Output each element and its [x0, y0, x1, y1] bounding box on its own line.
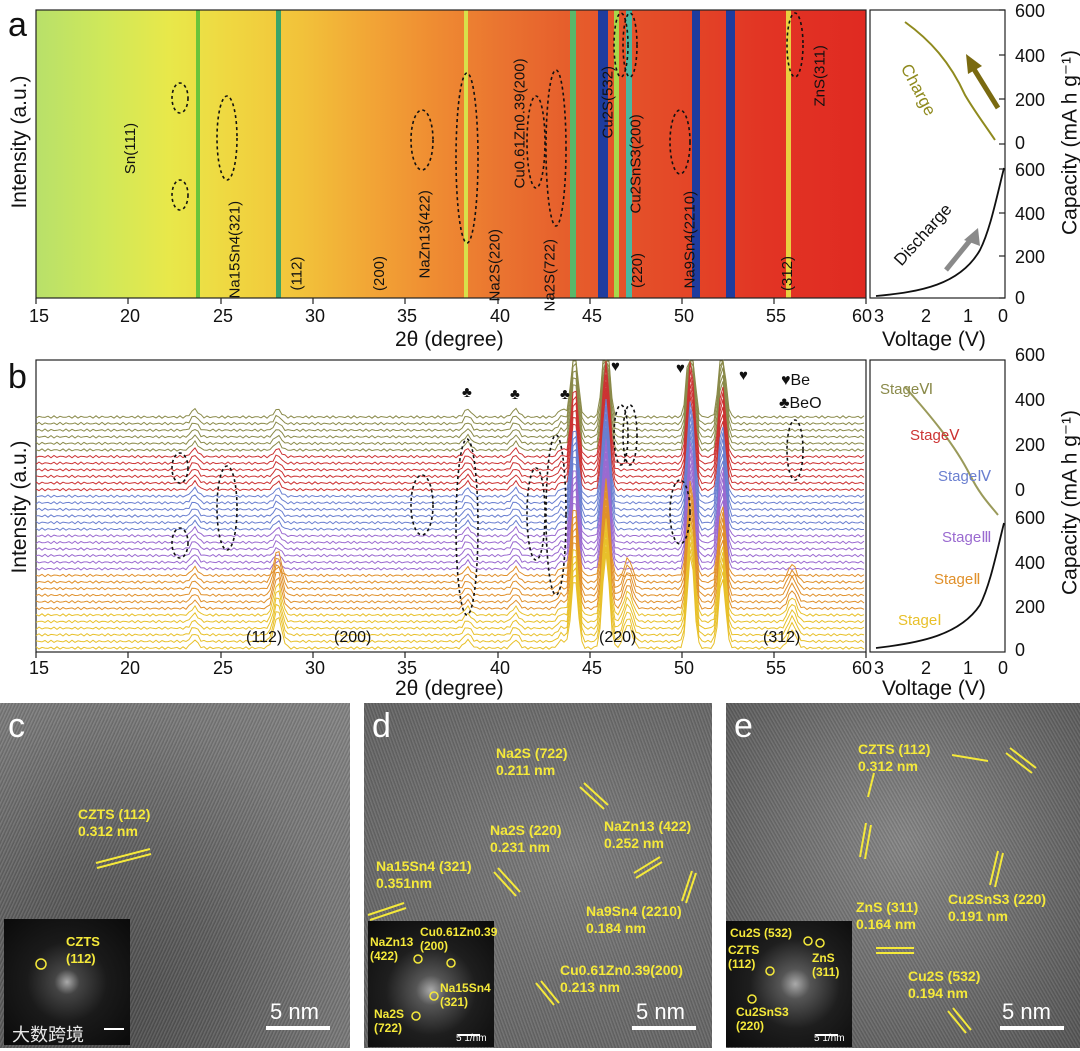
panel-c-scale: 5 nm	[270, 999, 319, 1024]
xrd-trace	[35, 360, 865, 452]
xrd-trace	[35, 393, 865, 492]
xrd-trace	[35, 360, 865, 419]
panel-e-tem-image: e CZTS (112) 0.312 nm ZnS (311) 0.164 nm C…	[726, 703, 1080, 1048]
xrd-trace	[35, 433, 864, 532]
xrd-trace	[35, 413, 865, 512]
panel-a-letter: a	[8, 6, 27, 44]
panel-d-letter: d	[372, 707, 391, 745]
xrd-trace	[35, 518, 865, 617]
xrd-trace	[35, 524, 865, 624]
xrd-trace	[35, 492, 865, 591]
xrd-trace	[35, 531, 865, 631]
panel-b-xlabel: 2θ (degree)	[395, 677, 504, 700]
xrd-trace	[35, 506, 865, 604]
cuzn-200-label: Cu0.61Zn0.39(200) 0.213 nm	[560, 962, 683, 995]
xrd-trace	[35, 484, 865, 584]
stage-4: StageⅣ	[938, 468, 992, 485]
panel-c-tem-image: c CZTS (112) 0.312 nm CZTS (112) 5 nm 大数…	[0, 703, 350, 1048]
xrd-trace	[35, 399, 865, 499]
na15sn4-321-label: Na15Sn4 (321) 0.351nm	[376, 858, 472, 891]
panel-b-side-xlabel: Voltage (V)	[882, 677, 986, 700]
panel-b-side-ylabel: Capacity (mA h g⁻¹)	[1058, 410, 1080, 595]
be-symbol: ♥	[611, 358, 620, 375]
beo-symbol: ♣	[510, 386, 520, 403]
stage-1: StageⅠ	[898, 612, 942, 629]
panel-d-fft-inset: NaZn13 (422) Cu0.61Zn0.39 (200) Na2S (72…	[368, 921, 497, 1047]
xrd-trace	[35, 478, 865, 578]
xrd-trace	[35, 366, 865, 466]
xrd-trace	[35, 539, 865, 637]
stage-5: StageⅤ	[910, 427, 960, 444]
stage-3: StageⅢ	[942, 529, 992, 546]
beo-symbol: ♣	[462, 384, 472, 401]
panel-c-fringe-marks	[95, 848, 330, 1030]
watermark: 大数跨境	[12, 1025, 84, 1045]
xrd-trace	[35, 512, 865, 611]
panel-a-xlabel: 2θ (degree)	[395, 328, 504, 351]
xrd-trace	[35, 546, 865, 644]
xrd-trace	[35, 360, 865, 433]
panel-b-stacked-patterns	[35, 359, 1006, 658]
panel-c-fft-inset: CZTS (112)	[4, 919, 130, 1045]
nazn13-422-label: NaZn13 (422) 0.252 nm	[604, 818, 692, 851]
panel-b-letter: b	[8, 358, 27, 396]
panel-e-letter: e	[734, 707, 753, 745]
panel-b-ylabel: Intensity (a.u.)	[8, 440, 31, 574]
panel-e-fft-inset: Cu2S (532) CZTS (112) ZnS (311) Cu2SnS3 …	[726, 921, 852, 1047]
xrd-trace	[35, 360, 865, 459]
cu2sns3-220-label: Cu2SnS3 (220) 0.191 nm	[948, 891, 1047, 924]
xrd-trace	[35, 473, 865, 571]
panel-e-fringe-marks	[859, 747, 1064, 1034]
panel-a-ylabel: Intensity (a.u.)	[8, 75, 31, 209]
zns-311-label: ZnS (311) 0.164 nm	[856, 899, 919, 932]
xrd-trace	[35, 460, 865, 558]
xrd-trace	[35, 452, 865, 551]
xrd-trace	[35, 359, 865, 446]
stage-2: StageⅡ	[934, 571, 981, 588]
xrd-trace	[35, 421, 865, 518]
xrd-trace	[35, 445, 865, 545]
czts-112-label: CZTS (112) 0.312 nm	[858, 741, 931, 774]
xrd-trace	[35, 359, 865, 426]
legend-be: ♥Be	[781, 372, 811, 389]
stage-6: StageⅥ	[880, 381, 934, 398]
panel-c-letter: c	[8, 707, 25, 745]
be-symbol: ♥	[676, 360, 685, 377]
panel-d-fringe-marks	[367, 782, 697, 1030]
panel-d-scale: 5 nm	[636, 999, 685, 1024]
panel-e-scale: 5 nm	[1002, 999, 1051, 1024]
xrd-trace	[35, 405, 865, 505]
panel-a-annotations	[35, 9, 1006, 304]
xrd-trace	[35, 387, 865, 485]
czts-label: CZTS (112) 0.312 nm	[78, 806, 151, 839]
na9sn4-2210-label: Na9Sn4 (2210) 0.184 nm	[586, 903, 682, 936]
cu2s-532-label: Cu2S (532) 0.194 nm	[908, 968, 981, 1001]
xrd-trace	[35, 438, 865, 538]
na2s-220-label: Na2S (220) 0.231 nm	[490, 822, 562, 855]
xrd-trace	[35, 359, 865, 439]
panel-a-side-ylabel: Capacity (mA h g⁻¹)	[1058, 50, 1080, 235]
xrd-trace	[35, 381, 865, 479]
xrd-trace	[35, 427, 865, 525]
xrd-trace	[35, 499, 865, 598]
xrd-trace	[35, 552, 865, 650]
panel-a-contour-map	[36, 10, 866, 298]
xrd-trace	[35, 374, 865, 472]
legend-beo: ♣BeO	[779, 395, 822, 412]
panel-d-tem-image: d Na2S (722) 0.211 nm Na2S (220) 0.231 nm …	[364, 703, 712, 1048]
xrd-trace	[35, 467, 865, 565]
panel-a-side-xlabel: Voltage (V)	[882, 328, 986, 351]
be-symbol: ♥	[739, 367, 748, 384]
beo-symbol: ♣	[560, 386, 570, 403]
na2s-722-label: Na2S (722) 0.211 nm	[496, 745, 568, 778]
